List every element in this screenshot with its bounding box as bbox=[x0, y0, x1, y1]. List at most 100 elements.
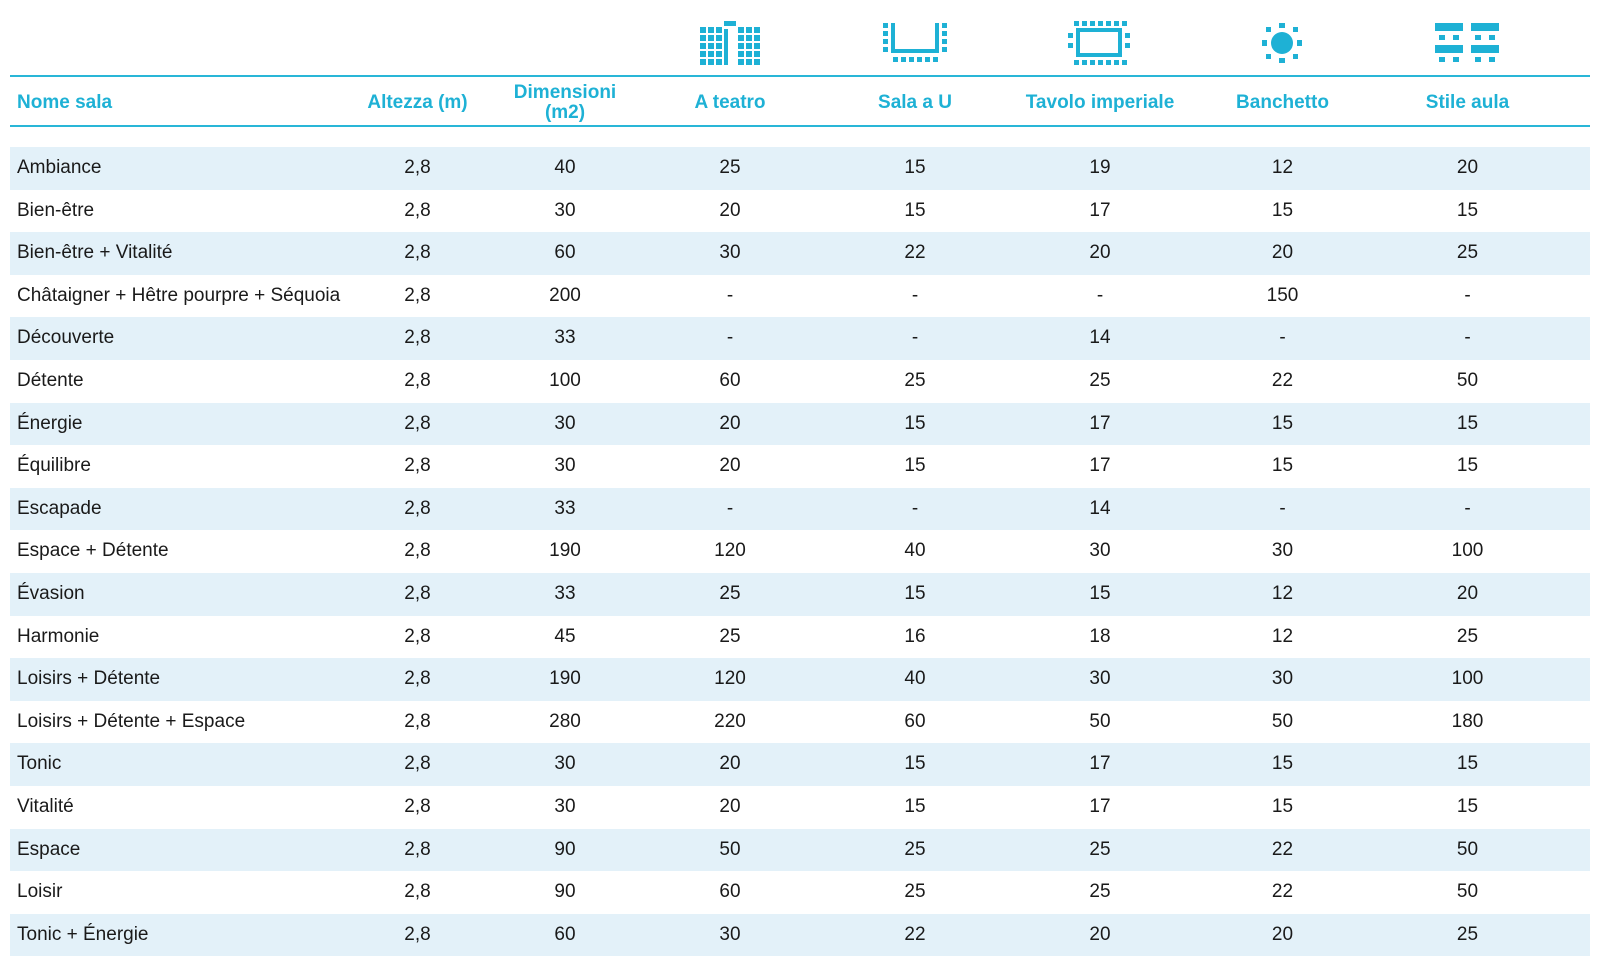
height-cell: 2,8 bbox=[404, 497, 431, 519]
height-cell: 2,8 bbox=[404, 582, 431, 604]
theatre-capacity-cell: 25 bbox=[719, 157, 741, 178]
table-row: Tonic 2,8 30 20 15 17 15 15 bbox=[10, 743, 1590, 786]
room-name-cell: Loisir bbox=[17, 881, 63, 903]
dimensions-cell: 30 bbox=[554, 455, 576, 477]
boardroom-capacity-cell: 19 bbox=[1089, 157, 1111, 178]
height-cell: 2,8 bbox=[404, 881, 431, 903]
height-cell: 2,8 bbox=[404, 625, 431, 647]
boardroom-capacity-cell: 25 bbox=[1089, 369, 1111, 391]
theatre-layout-icon bbox=[700, 21, 760, 65]
room-name-cell: Évasion bbox=[17, 582, 85, 604]
table-header: Nome sala Altezza (m) Dimensioni (m2) A … bbox=[10, 78, 1590, 128]
u-shape-capacity-cell: 22 bbox=[904, 923, 926, 945]
dimensions-cell: 200 bbox=[549, 284, 581, 306]
room-name-cell: Bien-être bbox=[17, 199, 95, 221]
boardroom-capacity-cell: 50 bbox=[1089, 710, 1111, 732]
theatre-capacity-cell: 120 bbox=[714, 668, 746, 690]
table-row: Vitalité 2,8 30 20 15 17 15 15 bbox=[10, 786, 1590, 829]
classroom-capacity-cell: 20 bbox=[1456, 582, 1479, 604]
banquet-capacity-cell: 22 bbox=[1271, 881, 1294, 903]
boardroom-capacity-cell: - bbox=[1096, 284, 1104, 306]
theatre-capacity-cell: - bbox=[726, 497, 734, 519]
height-cell: 2,8 bbox=[404, 327, 431, 349]
room-name-cell: Loisirs + Détente + Espace bbox=[17, 710, 246, 732]
room-name-cell: Bien-être + Vitalité bbox=[17, 242, 173, 264]
banquet-layout-icon bbox=[1262, 23, 1302, 63]
boardroom-capacity-cell: 18 bbox=[1089, 625, 1111, 647]
banquet-capacity-cell: 20 bbox=[1271, 923, 1294, 945]
boardroom-capacity-cell: 25 bbox=[1089, 881, 1111, 903]
banquet-capacity-cell: - bbox=[1279, 327, 1286, 349]
dimensions-cell: 280 bbox=[549, 710, 581, 732]
u-shape-capacity-cell: 16 bbox=[904, 625, 926, 647]
u-shape-capacity-cell: 22 bbox=[904, 242, 926, 264]
classroom-capacity-cell: 100 bbox=[1451, 540, 1484, 562]
height-cell: 2,8 bbox=[404, 923, 431, 945]
u-shape-capacity-cell: 15 bbox=[904, 795, 926, 817]
boardroom-capacity-cell: 30 bbox=[1089, 668, 1111, 690]
dimensions-cell: 90 bbox=[554, 881, 576, 903]
column-header-boardroom: Tavolo imperiale bbox=[1025, 92, 1175, 113]
room-name-cell: Détente bbox=[17, 369, 84, 391]
classroom-capacity-cell: 15 bbox=[1456, 199, 1479, 221]
header-bottom-rule bbox=[10, 125, 1590, 127]
u-shape-capacity-cell: 40 bbox=[904, 668, 926, 690]
banquet-capacity-cell: 30 bbox=[1271, 540, 1294, 562]
theatre-capacity-cell: 30 bbox=[719, 923, 741, 945]
table-row: Espace + Détente 2,8 190 120 40 30 30 100 bbox=[10, 530, 1590, 573]
classroom-capacity-cell: 100 bbox=[1451, 668, 1484, 690]
height-cell: 2,8 bbox=[404, 199, 431, 221]
boardroom-capacity-cell: 17 bbox=[1089, 795, 1111, 817]
banquet-capacity-cell: 15 bbox=[1271, 795, 1294, 817]
dimensions-cell: 30 bbox=[554, 795, 576, 817]
table-row: Espace 2,8 90 50 25 25 22 50 bbox=[10, 828, 1590, 872]
theatre-capacity-cell: 20 bbox=[719, 412, 741, 434]
dimensions-cell: 33 bbox=[554, 582, 576, 604]
height-cell: 2,8 bbox=[404, 157, 431, 178]
dimensions-cell: 90 bbox=[554, 838, 576, 860]
height-cell: 2,8 bbox=[404, 412, 431, 434]
height-cell: 2,8 bbox=[404, 838, 431, 860]
banquet-capacity-cell: 30 bbox=[1271, 668, 1294, 690]
table-row: Loisir 2,8 90 60 25 25 22 50 bbox=[10, 871, 1590, 914]
dimensions-cell: 30 bbox=[554, 199, 576, 221]
table-row: Tonic + Énergie 2,8 60 30 22 20 20 25 bbox=[10, 913, 1590, 957]
boardroom-capacity-cell: 17 bbox=[1089, 753, 1111, 775]
column-header-classroom: Stile aula bbox=[1425, 92, 1510, 113]
boardroom-capacity-cell: 14 bbox=[1089, 497, 1111, 519]
boardroom-capacity-cell: 20 bbox=[1089, 923, 1111, 945]
table-row: Énergie 2,8 30 20 15 17 15 15 bbox=[10, 402, 1590, 446]
u-shape-capacity-cell: 15 bbox=[904, 455, 926, 477]
banquet-capacity-cell: 150 bbox=[1266, 284, 1299, 306]
u-shape-capacity-cell: 25 bbox=[904, 881, 926, 903]
classroom-capacity-cell: - bbox=[1464, 497, 1471, 519]
theatre-capacity-cell: 30 bbox=[719, 242, 741, 264]
dimensions-cell: 100 bbox=[549, 369, 581, 391]
classroom-capacity-cell: 15 bbox=[1456, 412, 1479, 434]
u-shape-capacity-cell: 15 bbox=[904, 412, 926, 434]
dimensions-cell: 45 bbox=[554, 625, 576, 647]
room-name-cell: Châtaigner + Hêtre pourpre + Séquoia bbox=[17, 284, 341, 306]
column-header-theatre: A teatro bbox=[694, 92, 766, 113]
theatre-capacity-cell: 20 bbox=[719, 795, 741, 817]
classroom-capacity-cell: - bbox=[1464, 327, 1471, 349]
height-cell: 2,8 bbox=[404, 455, 431, 477]
u-shape-capacity-cell: 15 bbox=[904, 157, 926, 178]
banquet-capacity-cell: 22 bbox=[1271, 838, 1294, 860]
room-name-cell: Loisirs + Détente bbox=[17, 668, 161, 690]
height-cell: 2,8 bbox=[404, 710, 431, 732]
theatre-capacity-cell: 60 bbox=[719, 369, 741, 391]
classroom-capacity-cell: 15 bbox=[1456, 795, 1479, 817]
height-cell: 2,8 bbox=[404, 668, 431, 690]
theatre-capacity-cell: 120 bbox=[714, 540, 746, 562]
dimensions-cell: 33 bbox=[554, 497, 576, 519]
table-row: Bien-être 2,8 30 20 15 17 15 15 bbox=[10, 190, 1590, 233]
column-header-height: Altezza (m) bbox=[367, 92, 468, 113]
room-name-cell: Espace + Détente bbox=[17, 540, 169, 562]
boardroom-layout-icon bbox=[1068, 21, 1130, 65]
classroom-capacity-cell: 25 bbox=[1456, 923, 1479, 945]
banquet-capacity-cell: 12 bbox=[1271, 625, 1294, 647]
dimensions-cell: 190 bbox=[549, 668, 581, 690]
table-row: Ambiance 2,8 40 25 15 19 12 20 bbox=[10, 147, 1590, 190]
banquet-capacity-cell: 22 bbox=[1271, 369, 1294, 391]
